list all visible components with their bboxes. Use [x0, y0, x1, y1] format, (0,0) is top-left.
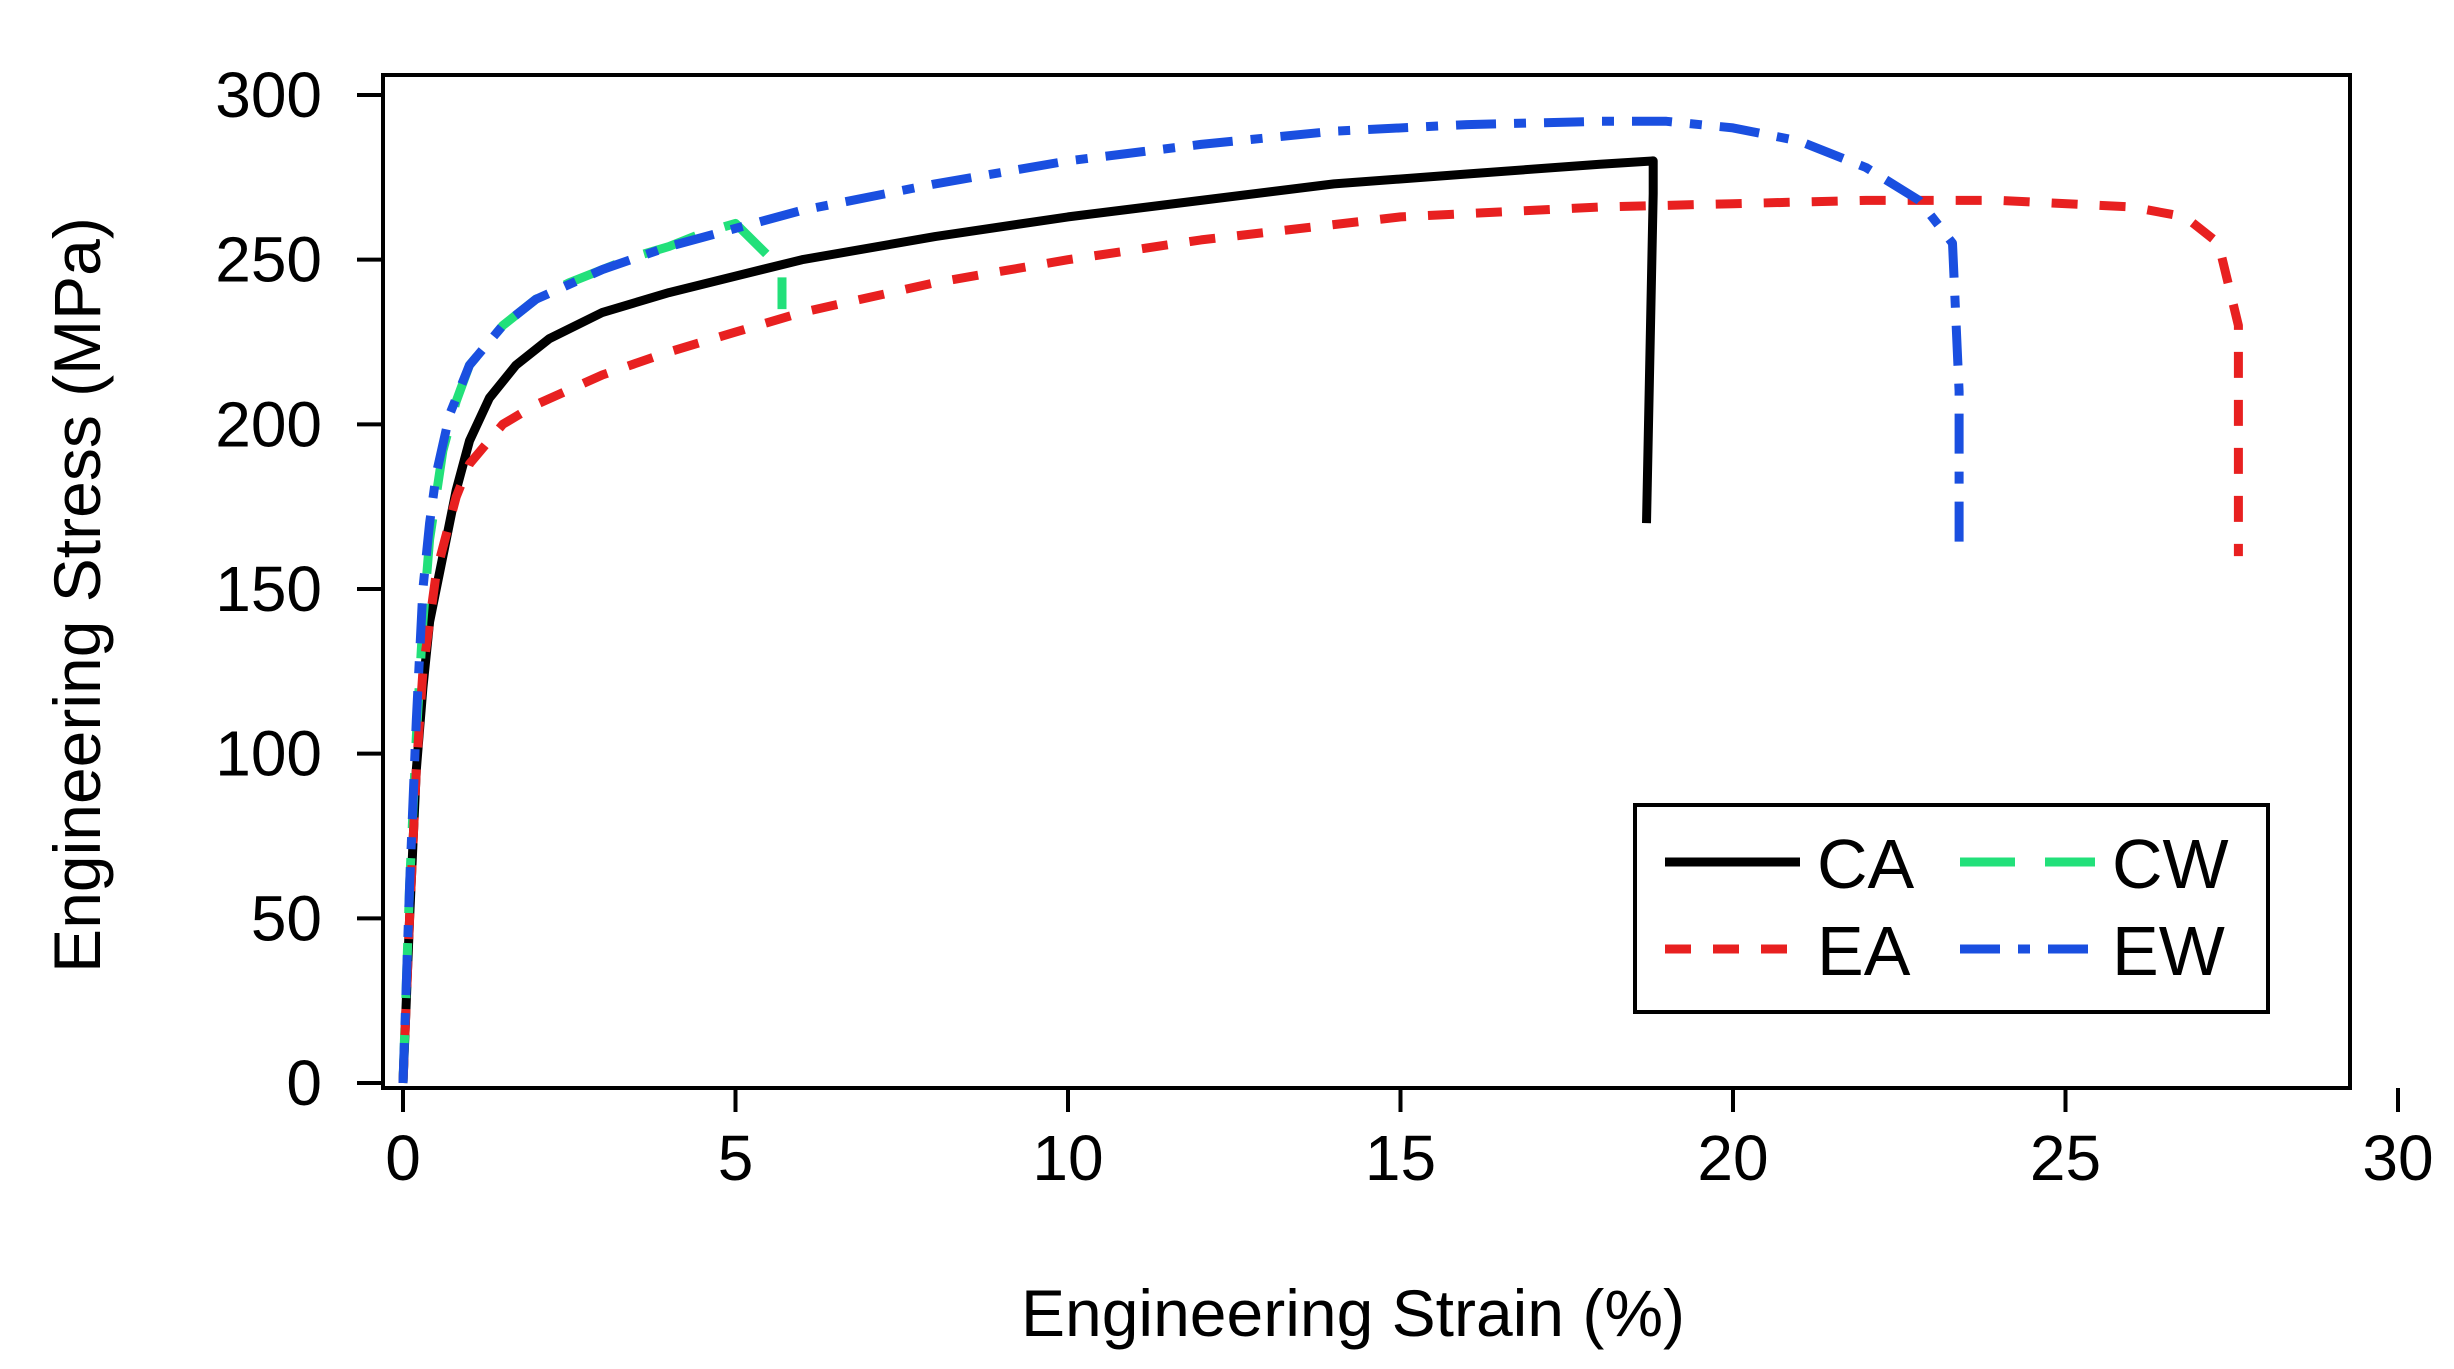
- y-axis: 0 50 100 150 200 250 300: [215, 59, 383, 1119]
- legend-label-ew: EW: [2112, 912, 2225, 990]
- series-line-ca: [398, 156, 1658, 1084]
- x-tick-label: 0: [385, 1122, 421, 1194]
- x-tick-label: 20: [1697, 1122, 1768, 1194]
- legend-label-ca: CA: [1817, 825, 1915, 903]
- x-tick-label: 30: [2362, 1122, 2433, 1194]
- series-line-cw: [398, 218, 787, 1084]
- x-tick-label: 5: [718, 1122, 754, 1194]
- series-layer: [398, 116, 2243, 1084]
- x-tick-label: 15: [1365, 1122, 1436, 1194]
- legend-label-ea: EA: [1817, 912, 1911, 990]
- series-line-ea: [398, 195, 2243, 1084]
- y-axis-title: Engineering Stress (MPa): [40, 217, 114, 973]
- x-axis: 0 5 10 15 20 25 30: [385, 1088, 2434, 1194]
- x-tick-label: 10: [1032, 1122, 1103, 1194]
- legend-label-cw: CW: [2112, 825, 2229, 903]
- plot-frame: [381, 73, 2352, 1090]
- y-tick-label: 250: [215, 224, 322, 296]
- series-line-ew: [398, 116, 1964, 1084]
- y-tick-label: 150: [215, 553, 322, 625]
- y-tick-label: 100: [215, 718, 322, 790]
- legend: CA CW EA EW: [1633, 803, 2270, 1014]
- x-tick-label: 25: [2030, 1122, 2101, 1194]
- y-tick-label: 200: [215, 388, 322, 460]
- y-tick-label: 0: [286, 1047, 322, 1119]
- x-axis-title: Engineering Strain (%): [1021, 1276, 1685, 1350]
- legend-box: [1633, 803, 2270, 1014]
- y-tick-label: 300: [215, 59, 322, 131]
- y-tick-label: 50: [251, 882, 322, 954]
